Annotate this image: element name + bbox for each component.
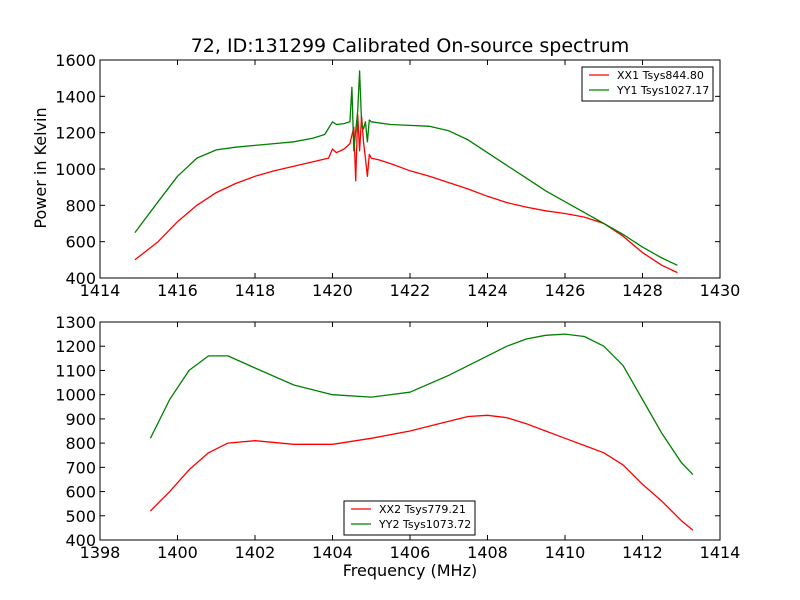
series-line-xx1 — [134, 113, 678, 274]
x-tick-label: 1420 — [312, 281, 353, 300]
bottom-plot-frame — [99, 321, 721, 541]
y-tick-label: 700 — [65, 458, 96, 477]
x-tick-label: 1422 — [390, 281, 431, 300]
top-legend: XX1 Tsys844.80 YY1 Tsys1027.17 — [581, 66, 714, 102]
y-tick-label: 400 — [65, 531, 96, 550]
chart-title: 72, ID:131299 Calibrated On-source spect… — [191, 35, 630, 57]
x-tick-label: 1418 — [235, 281, 276, 300]
bottom-plot-content: 1398 1400 1402 1404 1406 1408 1410 1412 1414 400 5… — [55, 313, 740, 562]
x-tick-label: 1426 — [545, 281, 586, 300]
legend-label-yy1: YY1 Tsys1027.17 — [616, 84, 709, 97]
bottom-panel: Frequency (MHz) 1398 1400 1402 1404 1406 1408… — [55, 313, 740, 580]
bottom-legend: XX2 Tsys779.21 YY2 Tsys1073.72 — [343, 500, 476, 536]
x-tick-label: 1414 — [700, 543, 741, 562]
x-tick-label: 1416 — [157, 281, 198, 300]
legend-label-xx2: XX2 Tsys779.21 — [379, 503, 466, 516]
y-tick-label: 1300 — [55, 313, 96, 332]
x-axis-label: Frequency (MHz) — [343, 561, 477, 580]
y-tick-label: 500 — [65, 507, 96, 526]
bottom-legend-box — [343, 500, 476, 536]
top-legend-box — [581, 66, 714, 102]
y-tick-label: 1000 — [55, 386, 96, 405]
x-tick-label: 1414 — [80, 281, 121, 300]
x-tick-label: 1408 — [467, 543, 508, 562]
y-tick-label: 1600 — [55, 51, 96, 70]
y-tick-label: 1200 — [55, 337, 96, 356]
x-tick-label: 1402 — [235, 543, 276, 562]
y-tick-label: 1400 — [55, 87, 96, 106]
x-tick-label: 1400 — [157, 543, 198, 562]
x-tick-label: 1406 — [390, 543, 431, 562]
top-plot-content: 1414 1416 1418 1420 1422 1424 1426 1428 1430 400 6… — [55, 51, 740, 300]
y-tick-label: 1000 — [55, 160, 96, 179]
y-tick-label: 600 — [65, 233, 96, 252]
series-line-yy2 — [149, 333, 694, 476]
x-tick-label: 1428 — [622, 281, 663, 300]
y-tick-label: 800 — [65, 434, 96, 453]
y-tick-label: 800 — [65, 196, 96, 215]
x-tick-label: 1424 — [467, 281, 508, 300]
y-tick-label: 1100 — [55, 361, 96, 380]
series-line-yy1 — [134, 70, 678, 266]
top-plot-frame — [99, 59, 721, 279]
top-panel: 72, ID:131299 Calibrated On-source spect… — [31, 35, 740, 300]
y-axis-label: Power in Kelvin — [31, 107, 50, 228]
x-tick-label: 1430 — [700, 281, 741, 300]
legend-label-yy2: YY2 Tsys1073.72 — [378, 518, 471, 531]
x-tick-label: 1412 — [622, 543, 663, 562]
series-line-xx2 — [149, 414, 694, 531]
legend-label-xx1: XX1 Tsys844.80 — [617, 69, 704, 82]
y-tick-label: 400 — [65, 269, 96, 288]
x-tick-label: 1410 — [545, 543, 586, 562]
y-tick-label: 900 — [65, 410, 96, 429]
x-tick-label: 1404 — [312, 543, 353, 562]
x-tick-label: 1398 — [80, 543, 121, 562]
y-tick-label: 600 — [65, 483, 96, 502]
y-tick-label: 1200 — [55, 124, 96, 143]
